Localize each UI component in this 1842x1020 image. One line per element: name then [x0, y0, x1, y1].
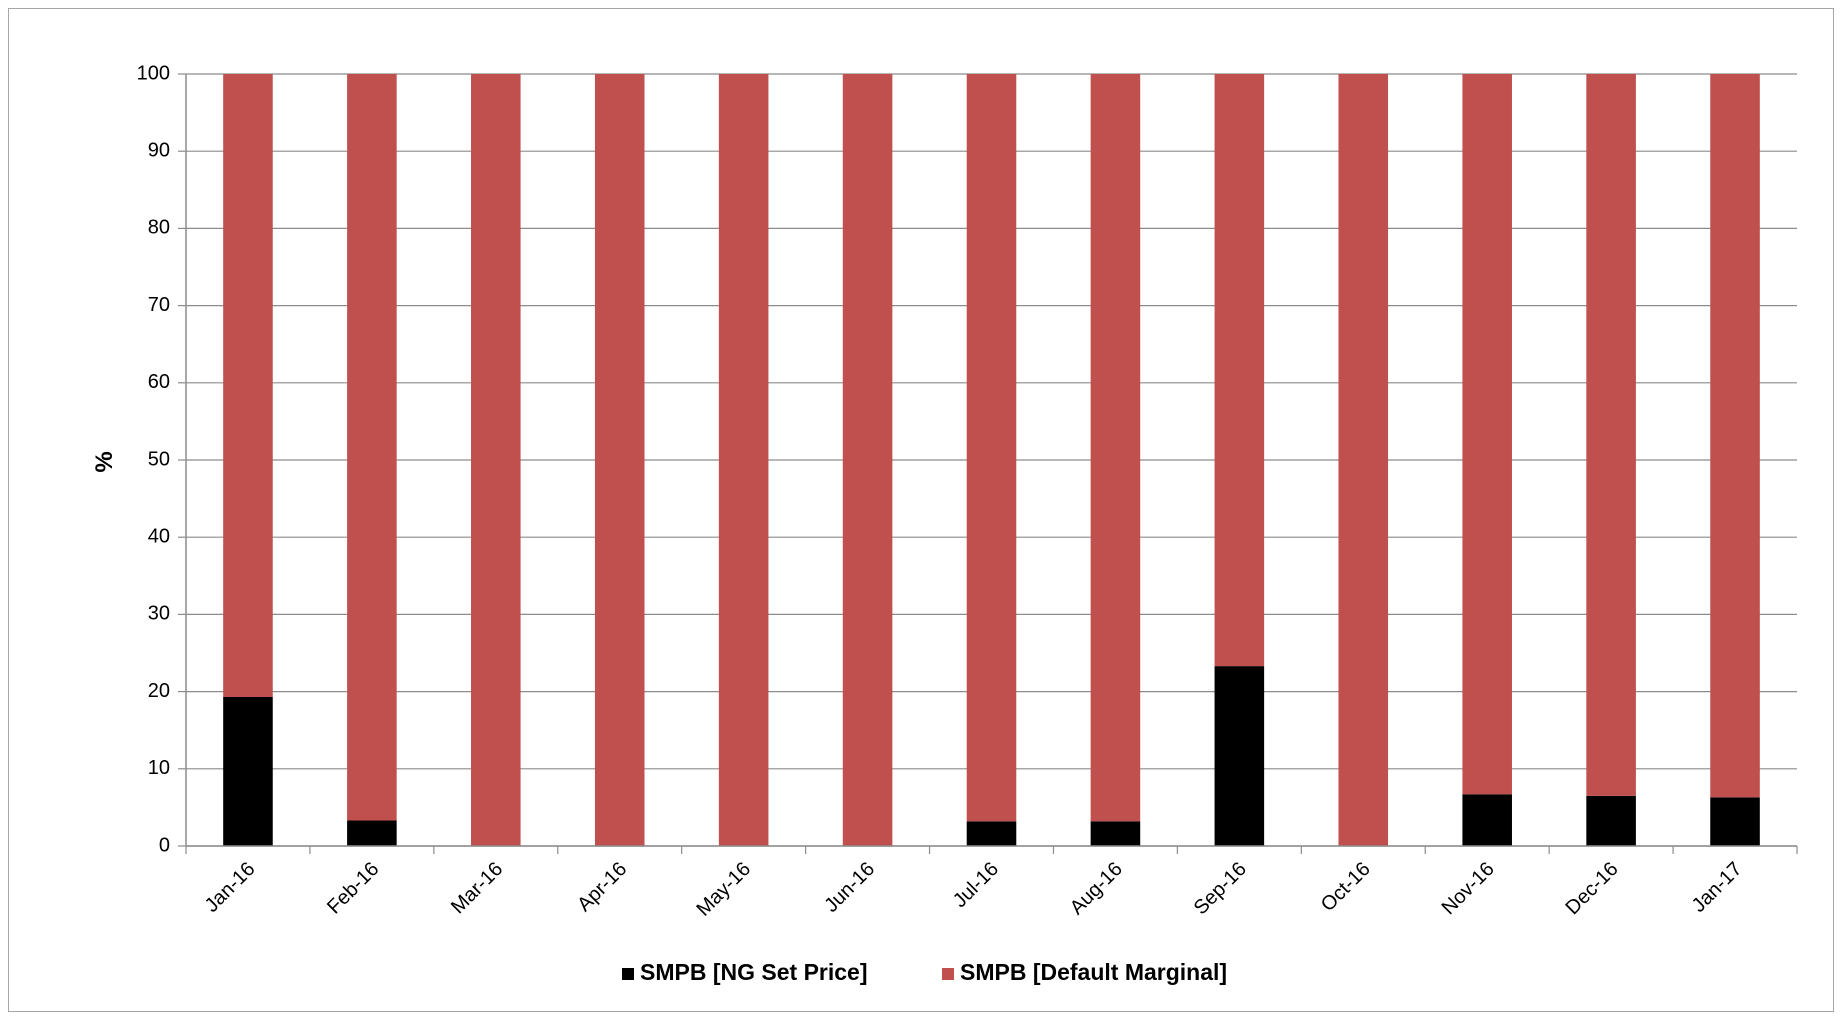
bar-Aug-16-series-1	[1090, 821, 1141, 846]
y-tick-label-80: 80	[148, 217, 170, 239]
y-tick-label-30: 30	[148, 603, 170, 625]
x-tick-labels: Jan-16 Feb-16 Mar-16 Apr-16 May-16 Jun-16 Jul-…	[201, 858, 1747, 921]
x-tick-label-Jan-17: Jan-17	[1688, 858, 1747, 917]
y-axis-title: %	[91, 451, 118, 472]
bar-Nov-16-series-1	[1462, 794, 1512, 846]
x-tick-label-Jul-16: Jul-16	[949, 858, 1003, 912]
bar-Oct-16-series-2	[1338, 74, 1389, 846]
legend-swatch-series-1	[622, 968, 634, 980]
x-tick-label-Jan-16: Jan-16	[201, 858, 260, 917]
bar-Jan-16-series-1	[223, 697, 273, 846]
bar-Sep-16-series-1	[1214, 666, 1265, 846]
x-tick-label-Sep-16: Sep-16	[1190, 858, 1251, 919]
y-tick-label-40: 40	[148, 525, 170, 547]
bar-Jul-16-series-1	[966, 821, 1017, 846]
y-tick-label-50: 50	[148, 448, 170, 470]
y-tick-labels: 0 10 20 30 40 50 60 70 80 90 100	[137, 62, 170, 856]
legend-label-series-1: SMPB [NG Set Price]	[640, 959, 868, 985]
bar-May-16-series-2	[718, 74, 769, 846]
x-tick-label-Aug-16: Aug-16	[1066, 858, 1127, 919]
axes	[185, 74, 1797, 847]
x-tick-label-Apr-16: Apr-16	[573, 858, 631, 916]
y-tick-label-60: 60	[148, 371, 170, 393]
bar-Dec-16-series-1	[1586, 795, 1636, 846]
bar-Dec-16-series-2	[1586, 74, 1636, 796]
legend-swatch-series-2	[942, 968, 954, 980]
bar-Sep-16-series-2	[1214, 74, 1265, 667]
bar-Nov-16-series-2	[1462, 74, 1512, 795]
bar-Feb-16-series-1	[347, 820, 397, 846]
chart-frame	[8, 8, 1834, 1012]
bar-Aug-16-series-2	[1090, 74, 1141, 822]
x-tick-label-Jun-16: Jun-16	[820, 858, 879, 917]
bar-Jan-16-series-2	[223, 74, 273, 698]
bar-Feb-16-series-2	[347, 74, 397, 821]
x-tick-label-Oct-16: Oct-16	[1317, 858, 1375, 916]
legend: SMPB [NG Set Price] SMPB [Default Margina…	[622, 959, 1227, 985]
x-tick-label-Nov-16: Nov-16	[1438, 858, 1499, 919]
bar-Jul-16-series-2	[966, 74, 1017, 822]
y-tick-label-70: 70	[148, 294, 170, 316]
bar-Jan-17-series-1	[1710, 797, 1760, 846]
y-tick-label-90: 90	[148, 139, 170, 161]
y-tick-label-0: 0	[159, 834, 170, 856]
x-tick-label-Feb-16: Feb-16	[323, 858, 383, 918]
x-tick-label-Dec-16: Dec-16	[1561, 858, 1622, 919]
bars	[223, 74, 1760, 846]
y-tick-label-10: 10	[148, 757, 170, 779]
legend-label-series-2: SMPB [Default Marginal]	[960, 959, 1227, 985]
x-tick-label-May-16: May-16	[692, 858, 755, 921]
x-tick-label-Mar-16: Mar-16	[447, 858, 507, 918]
bar-Apr-16-series-2	[594, 74, 645, 846]
bar-Jan-17-series-2	[1710, 74, 1760, 798]
bar-Jun-16-series-2	[842, 74, 893, 846]
y-tick-label-20: 20	[148, 680, 170, 702]
bar-Mar-16-series-2	[471, 74, 521, 846]
y-tick-label-100: 100	[137, 62, 170, 84]
